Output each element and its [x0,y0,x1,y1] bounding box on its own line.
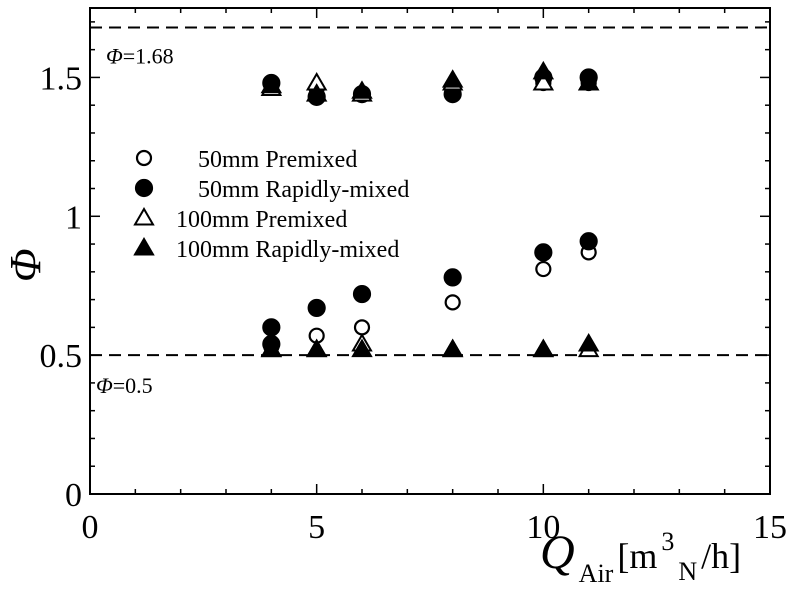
filled-triangle-marker [577,333,600,352]
axis-tick-labels: 0 5 10 15 0 0.5 1 1.5 [40,60,788,546]
filled-triangle-marker [260,338,283,358]
filled-triangle-marker [441,69,464,88]
open-triangle-marker [532,71,555,91]
filled-triangle-marker [351,338,373,358]
filled-triangle-marker [577,71,600,91]
legend-label: 100mm Premixed [176,207,347,233]
open-triangle-marker [133,207,155,226]
legend-label: 100mm Rapidly-mixed [176,237,399,263]
filled-circle-marker [352,284,372,304]
open-circle-marker [135,149,153,167]
legend: 50mm Premixed 50mm Rapidly-mixed 100mm Pre… [133,147,409,263]
plot-frame [89,7,771,495]
y-tick-label: 1 [65,199,82,236]
filled-circle-marker [534,243,553,262]
x-axis-label-sub: Air [579,559,614,588]
filled-triangle-marker [260,74,283,94]
filled-circle-marker [134,178,154,198]
y-tick-label: 0 [65,477,82,514]
reference-line-label: Φ=0.5 [96,373,153,398]
reference-line-value: =0.5 [113,373,153,398]
y-axis-label: Φ [1,249,50,283]
x-axis-label-sup: 3 [661,527,674,556]
x-axis-label: Q Air [m 3 N /h] [540,526,741,588]
reference-line-value: =1.68 [123,43,174,68]
x-tick-label: 15 [753,509,787,546]
x-tick-label: 10 [526,509,560,546]
filled-circle-marker [443,268,462,287]
filled-circle-marker [579,232,598,251]
reference-line-symbol: Φ [96,373,113,398]
filled-triangle-marker [133,237,155,256]
filled-triangle-marker [305,338,328,358]
reference-lines: Φ=1.68Φ=0.5 [90,26,770,398]
x-axis-label-unit-open: [m [617,536,657,576]
x-axis-label-unit-close: /h] [701,536,741,576]
filled-triangle-marker [305,83,328,102]
filled-circle-marker [262,318,281,337]
reference-line-label: Φ=1.68 [106,43,174,68]
y-tick-label: 0.5 [40,338,83,375]
filled-triangle-marker [441,338,464,358]
reference-line-symbol: Φ [106,43,123,68]
filled-triangle-marker [532,338,555,358]
filled-triangle-marker [351,80,373,99]
x-tick-label: 5 [308,509,325,546]
x-axis-label-main: Q [540,526,575,579]
legend-label: 50mm Rapidly-mixed [198,177,409,203]
filled-triangle-marker [532,60,555,80]
x-tick-label: 0 [82,509,99,546]
open-circle-marker [444,294,461,311]
x-axis-label-unit-sub: N [678,557,697,586]
filled-circle-marker [307,298,326,318]
open-circle-marker [353,319,371,336]
legend-label: 50mm Premixed [198,147,357,173]
data-points [260,60,600,358]
open-circle-marker [535,260,552,278]
y-tick-label: 1.5 [40,60,83,97]
